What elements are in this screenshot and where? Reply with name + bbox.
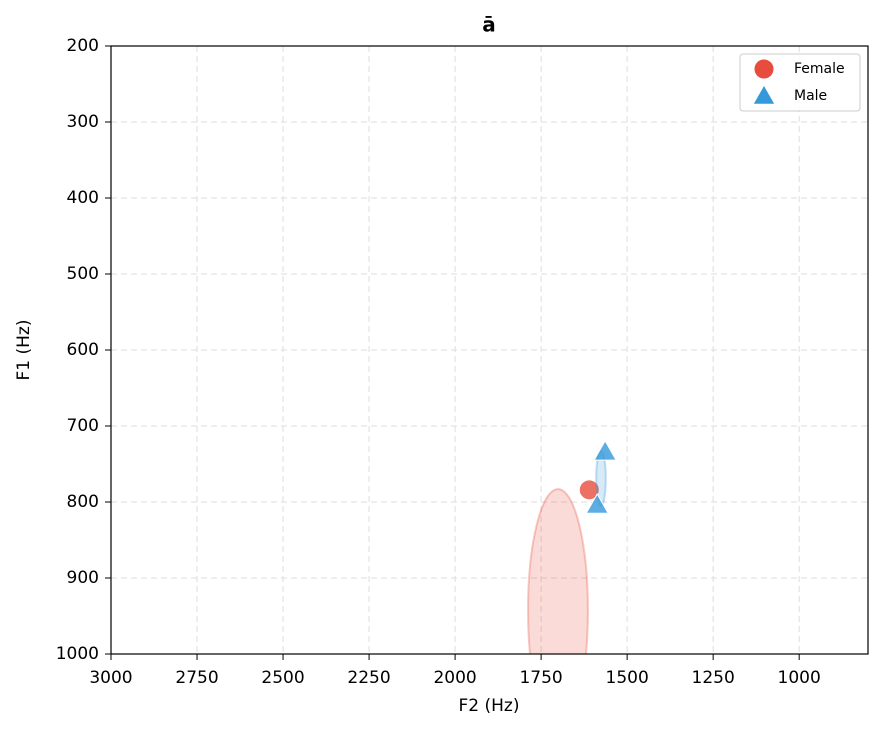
- y-tick-label: 300: [67, 112, 99, 132]
- legend-label: Female: [794, 61, 845, 77]
- confidence-ellipse: [527, 488, 589, 654]
- x-tick-label: 2000: [433, 668, 476, 688]
- x-tick-label: 1250: [692, 668, 735, 688]
- triangle-marker: [585, 493, 610, 514]
- ticks: 3000 2750 2500 2250 2000 1750 1500 1250 1000 200 3…: [56, 36, 821, 688]
- legend-label: Male: [794, 88, 827, 104]
- x-tick-label: 2500: [261, 668, 304, 688]
- y-axis-label: F1 (Hz): [14, 320, 34, 381]
- y-tick-label: 800: [67, 492, 99, 512]
- grid: [110, 45, 868, 655]
- chart-title: ā: [482, 13, 496, 37]
- circle-marker: [578, 479, 600, 501]
- plot-area: [527, 439, 617, 654]
- y-tick-label: 1000: [56, 644, 99, 664]
- x-tick-label: 1750: [519, 668, 562, 688]
- x-tick-label: 2250: [347, 668, 390, 688]
- x-tick-label: 3000: [89, 668, 132, 688]
- y-tick-label: 600: [67, 340, 99, 360]
- y-tick-label: 200: [67, 36, 99, 56]
- y-tick-label: 900: [67, 568, 99, 588]
- triangle-marker: [752, 83, 776, 105]
- legend: Female Male: [739, 53, 861, 112]
- circle-marker: [753, 58, 775, 80]
- x-axis-label: F2 (Hz): [459, 696, 520, 716]
- x-tick-label: 1000: [778, 668, 821, 688]
- y-tick-label: 700: [67, 416, 99, 436]
- y-tick-label: 500: [67, 264, 99, 284]
- y-tick-label: 400: [67, 188, 99, 208]
- x-tick-label: 2750: [175, 668, 218, 688]
- x-tick-label: 1500: [606, 668, 649, 688]
- triangle-marker: [593, 439, 617, 461]
